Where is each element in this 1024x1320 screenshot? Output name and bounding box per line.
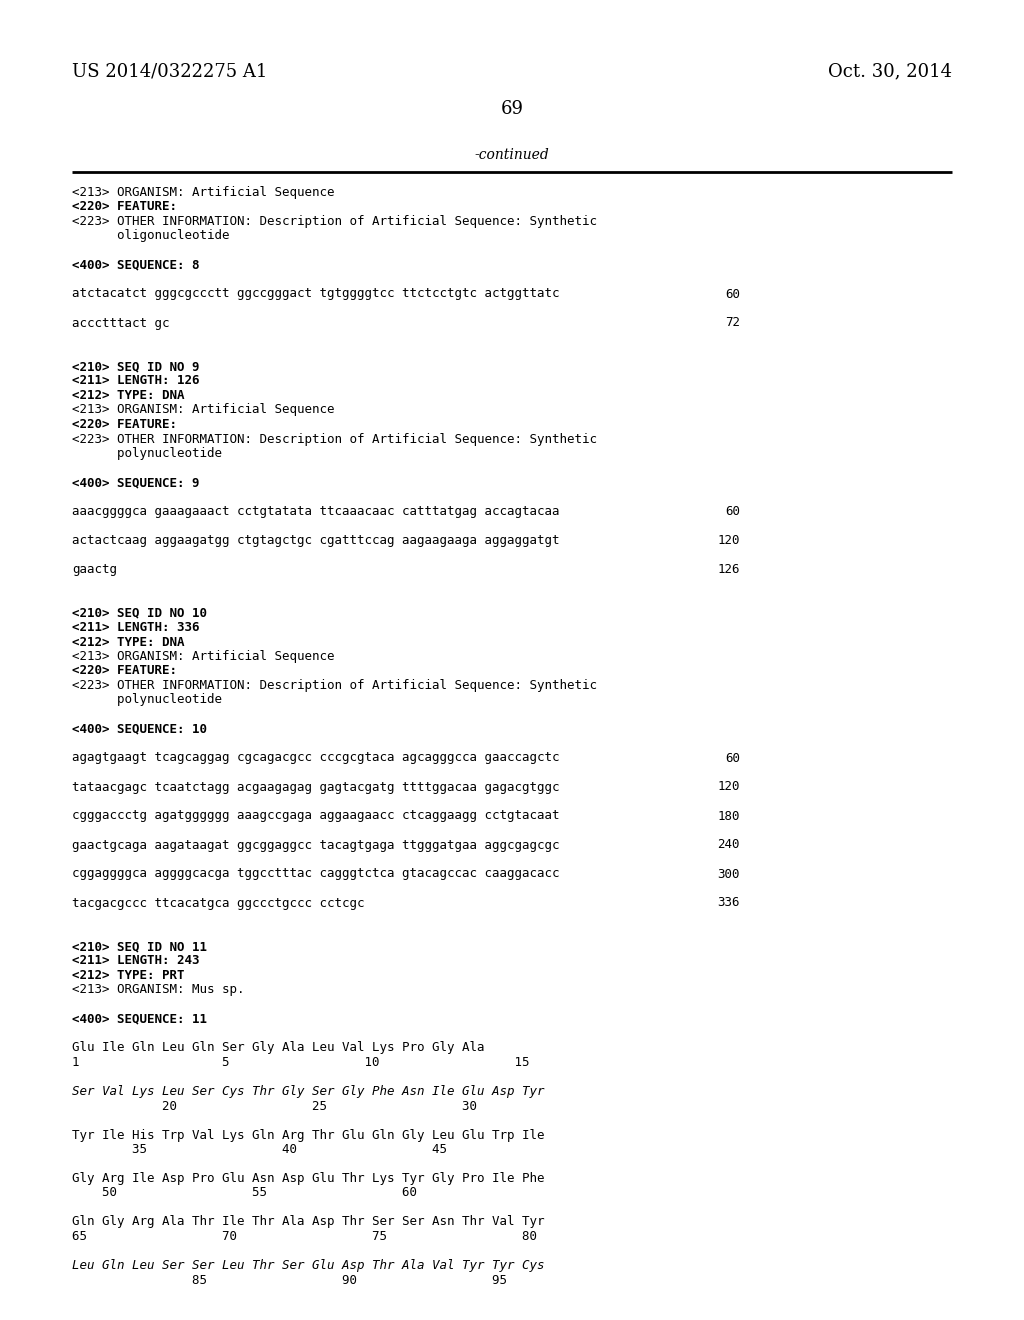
Text: <212> TYPE: DNA: <212> TYPE: DNA	[72, 635, 184, 648]
Text: <211> LENGTH: 126: <211> LENGTH: 126	[72, 375, 200, 388]
Text: <400> SEQUENCE: 9: <400> SEQUENCE: 9	[72, 477, 200, 488]
Text: Ser Val Lys Leu Ser Cys Thr Gly Ser Gly Phe Asn Ile Glu Asp Tyr: Ser Val Lys Leu Ser Cys Thr Gly Ser Gly …	[72, 1085, 545, 1098]
Text: accctttact gc: accctttact gc	[72, 317, 170, 330]
Text: <211> LENGTH: 243: <211> LENGTH: 243	[72, 954, 200, 968]
Text: actactcaag aggaagatgg ctgtagctgc cgatttccag aagaagaaga aggaggatgt: actactcaag aggaagatgg ctgtagctgc cgatttc…	[72, 535, 559, 546]
Text: <213> ORGANISM: Artificial Sequence: <213> ORGANISM: Artificial Sequence	[72, 186, 335, 199]
Text: -continued: -continued	[475, 148, 549, 162]
Text: <223> OTHER INFORMATION: Description of Artificial Sequence: Synthetic: <223> OTHER INFORMATION: Description of …	[72, 215, 597, 228]
Text: Gly Arg Ile Asp Pro Glu Asn Asp Glu Thr Lys Tyr Gly Pro Ile Phe: Gly Arg Ile Asp Pro Glu Asn Asp Glu Thr …	[72, 1172, 545, 1185]
Text: 180: 180	[718, 809, 740, 822]
Text: <212> TYPE: PRT: <212> TYPE: PRT	[72, 969, 184, 982]
Text: <400> SEQUENCE: 11: <400> SEQUENCE: 11	[72, 1012, 207, 1026]
Text: cggaggggca aggggcacga tggcctttac cagggtctca gtacagccac caaggacacc: cggaggggca aggggcacga tggcctttac cagggtc…	[72, 867, 559, 880]
Text: 72: 72	[725, 317, 740, 330]
Text: 65                  70                  75                  80: 65 70 75 80	[72, 1230, 537, 1243]
Text: <220> FEATURE:: <220> FEATURE:	[72, 664, 177, 677]
Text: 120: 120	[718, 780, 740, 793]
Text: tataacgagc tcaatctagg acgaagagag gagtacgatg ttttggacaa gagacgtggc: tataacgagc tcaatctagg acgaagagag gagtacg…	[72, 780, 559, 793]
Text: <213> ORGANISM: Artificial Sequence: <213> ORGANISM: Artificial Sequence	[72, 404, 335, 417]
Text: 120: 120	[718, 535, 740, 546]
Text: Gln Gly Arg Ala Thr Ile Thr Ala Asp Thr Ser Ser Asn Thr Val Tyr: Gln Gly Arg Ala Thr Ile Thr Ala Asp Thr …	[72, 1216, 545, 1229]
Text: <223> OTHER INFORMATION: Description of Artificial Sequence: Synthetic: <223> OTHER INFORMATION: Description of …	[72, 678, 597, 692]
Text: gaactg: gaactg	[72, 564, 117, 576]
Text: cgggaccctg agatgggggg aaagccgaga aggaagaacc ctcaggaagg cctgtacaat: cgggaccctg agatgggggg aaagccgaga aggaaga…	[72, 809, 559, 822]
Text: 126: 126	[718, 564, 740, 576]
Text: US 2014/0322275 A1: US 2014/0322275 A1	[72, 62, 267, 81]
Text: 50                  55                  60: 50 55 60	[72, 1187, 417, 1200]
Text: gaactgcaga aagataagat ggcggaggcc tacagtgaga ttgggatgaa aggcgagcgc: gaactgcaga aagataagat ggcggaggcc tacagtg…	[72, 838, 559, 851]
Text: tacgacgccc ttcacatgca ggccctgccc cctcgc: tacgacgccc ttcacatgca ggccctgccc cctcgc	[72, 896, 365, 909]
Text: Glu Ile Gln Leu Gln Ser Gly Ala Leu Val Lys Pro Gly Ala: Glu Ile Gln Leu Gln Ser Gly Ala Leu Val …	[72, 1041, 484, 1055]
Text: 69: 69	[501, 100, 523, 117]
Text: <400> SEQUENCE: 8: <400> SEQUENCE: 8	[72, 259, 200, 272]
Text: <210> SEQ ID NO 9: <210> SEQ ID NO 9	[72, 360, 200, 374]
Text: <213> ORGANISM: Artificial Sequence: <213> ORGANISM: Artificial Sequence	[72, 649, 335, 663]
Text: Tyr Ile His Trp Val Lys Gln Arg Thr Glu Gln Gly Leu Glu Trp Ile: Tyr Ile His Trp Val Lys Gln Arg Thr Glu …	[72, 1129, 545, 1142]
Text: 300: 300	[718, 867, 740, 880]
Text: 240: 240	[718, 838, 740, 851]
Text: 60: 60	[725, 288, 740, 301]
Text: 35                  40                  45: 35 40 45	[72, 1143, 447, 1156]
Text: agagtgaagt tcagcaggag cgcagacgcc cccgcgtaca agcagggcca gaaccagctc: agagtgaagt tcagcaggag cgcagacgcc cccgcgt…	[72, 751, 559, 764]
Text: 60: 60	[725, 506, 740, 517]
Text: oligonucleotide: oligonucleotide	[72, 230, 229, 243]
Text: <213> ORGANISM: Mus sp.: <213> ORGANISM: Mus sp.	[72, 983, 245, 997]
Text: 336: 336	[718, 896, 740, 909]
Text: aaacggggca gaaagaaact cctgtatata ttcaaacaac catttatgag accagtacaa: aaacggggca gaaagaaact cctgtatata ttcaaac…	[72, 506, 559, 517]
Text: 1                   5                  10                  15: 1 5 10 15	[72, 1056, 529, 1069]
Text: polynucleotide: polynucleotide	[72, 693, 222, 706]
Text: Leu Gln Leu Ser Ser Leu Thr Ser Glu Asp Thr Ala Val Tyr Tyr Cys: Leu Gln Leu Ser Ser Leu Thr Ser Glu Asp …	[72, 1259, 545, 1272]
Text: <212> TYPE: DNA: <212> TYPE: DNA	[72, 389, 184, 403]
Text: <220> FEATURE:: <220> FEATURE:	[72, 201, 177, 214]
Text: <400> SEQUENCE: 10: <400> SEQUENCE: 10	[72, 722, 207, 735]
Text: 85                  90                  95: 85 90 95	[72, 1274, 507, 1287]
Text: 20                  25                  30: 20 25 30	[72, 1100, 477, 1113]
Text: polynucleotide: polynucleotide	[72, 447, 222, 459]
Text: <210> SEQ ID NO 11: <210> SEQ ID NO 11	[72, 940, 207, 953]
Text: <220> FEATURE:: <220> FEATURE:	[72, 418, 177, 432]
Text: Oct. 30, 2014: Oct. 30, 2014	[828, 62, 952, 81]
Text: 60: 60	[725, 751, 740, 764]
Text: <223> OTHER INFORMATION: Description of Artificial Sequence: Synthetic: <223> OTHER INFORMATION: Description of …	[72, 433, 597, 446]
Text: <210> SEQ ID NO 10: <210> SEQ ID NO 10	[72, 606, 207, 619]
Text: <211> LENGTH: 336: <211> LENGTH: 336	[72, 620, 200, 634]
Text: atctacatct gggcgccctt ggccgggact tgtggggtcc ttctcctgtc actggttatc: atctacatct gggcgccctt ggccgggact tgtgggg…	[72, 288, 559, 301]
